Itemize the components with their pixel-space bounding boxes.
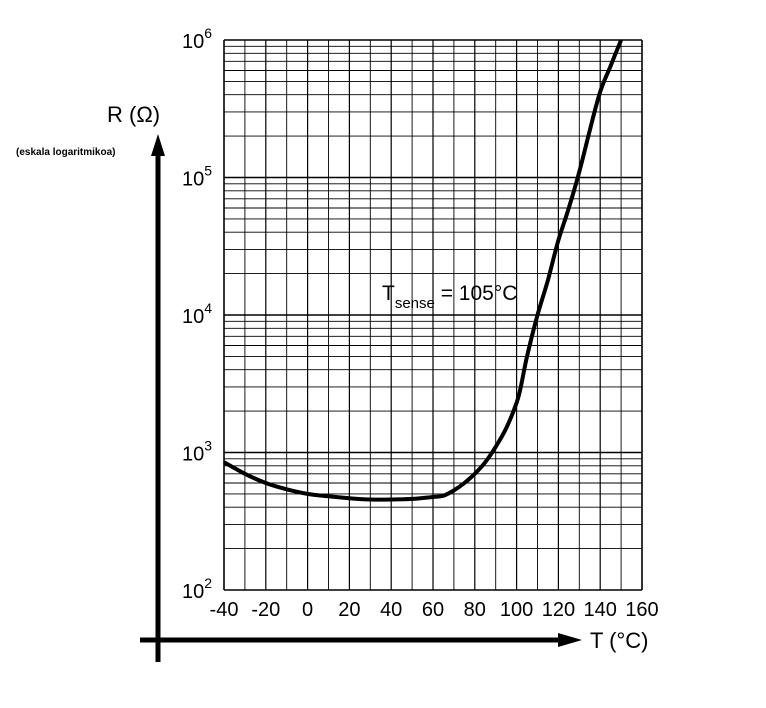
x-tick-label: -40 [210, 599, 239, 621]
x-tick-label: 100 [500, 599, 533, 621]
x-tick-label: 0 [302, 599, 313, 621]
x-tick-label: 120 [542, 599, 575, 621]
y-axis-note: (eskala logaritmikoa) [16, 147, 115, 158]
annotation-main: T [382, 282, 395, 305]
x-tick-label: 40 [380, 599, 402, 621]
y-tick-label: 105 [182, 163, 212, 191]
y-axis-title: R (Ω) [107, 102, 160, 127]
annotation-rest: = 105°C [435, 282, 518, 305]
x-tick-label: 140 [584, 599, 617, 621]
y-tick-label: 104 [182, 300, 212, 328]
annotation: Tsense = 105°C [382, 282, 517, 312]
x-tick-label: 80 [464, 599, 486, 621]
x-axis-title: T (°C) [590, 628, 649, 653]
x-tick-labels: -40 -20 0 20 40 60 80 100 120 140 160 [210, 599, 659, 621]
x-tick-label: 160 [625, 599, 658, 621]
x-axis-arrow [140, 633, 582, 647]
x-tick-label: -20 [251, 599, 280, 621]
y-tick-labels: 102 103 104 105 106 [182, 25, 212, 603]
annotation-subscript: sense [395, 295, 435, 312]
grid [223, 39, 643, 591]
x-tick-label: 20 [338, 599, 360, 621]
y-tick-label: 106 [182, 25, 212, 53]
x-tick-label: 60 [422, 599, 444, 621]
y-axis-arrow [151, 134, 165, 662]
y-tick-label: 102 [182, 575, 212, 603]
y-tick-label: 103 [182, 438, 212, 466]
resistance-curve [223, 39, 623, 502]
